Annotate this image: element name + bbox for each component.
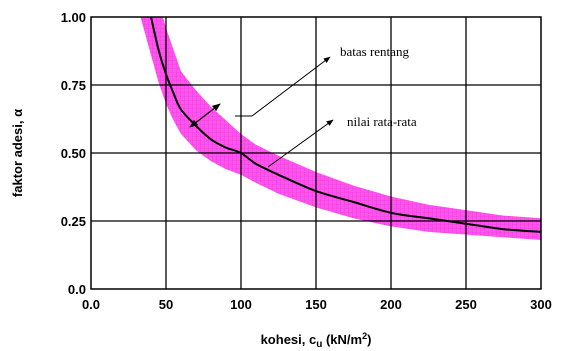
plot-area bbox=[90, 16, 542, 290]
plot-frame bbox=[90, 16, 542, 290]
x-tick-label: 300 bbox=[530, 297, 552, 312]
x-tick-label: 100 bbox=[230, 297, 252, 312]
x-tick-label: 250 bbox=[455, 297, 477, 312]
y-tick-label: 0.75 bbox=[61, 78, 86, 93]
x-tick-label: 200 bbox=[380, 297, 402, 312]
y-tick-label: 1.00 bbox=[61, 10, 86, 25]
annotation-leader-batas-rentang bbox=[251, 56, 331, 117]
annotation-batas-rentang: batas rentang bbox=[340, 44, 409, 59]
annotation-nilai-rata-rata: nilai rata-rata bbox=[347, 114, 417, 129]
x-axis-label-unit: (kN/m bbox=[322, 332, 362, 347]
annotations: batas rentang nilai rata-rata bbox=[189, 44, 417, 168]
x-tick-label: 150 bbox=[305, 297, 327, 312]
y-axis-label: faktor adesi, α bbox=[10, 109, 25, 197]
x-axis-label: kohesi, cu (kN/m2) bbox=[261, 331, 372, 350]
x-tick-label: 0.0 bbox=[82, 297, 100, 312]
y-tick-label: 0.50 bbox=[61, 146, 86, 161]
y-tick-label: 0.0 bbox=[68, 282, 86, 297]
x-axis-label-superscript: 2 bbox=[362, 331, 367, 341]
range-band bbox=[140, 17, 541, 240]
x-axis-label-close: ) bbox=[367, 332, 371, 347]
x-axis-ticks: 0.0 50 100 150 200 250 300 bbox=[82, 297, 552, 312]
y-tick-label: 0.25 bbox=[61, 214, 86, 229]
annotation-leader-nilai-rata-rata bbox=[267, 119, 334, 168]
x-axis-label-subscript: u bbox=[316, 339, 322, 350]
annotation-range-arrow bbox=[189, 103, 221, 128]
x-tick-label: 50 bbox=[159, 297, 173, 312]
mean-curve bbox=[150, 16, 542, 233]
y-axis-ticks: 0.0 0.25 0.50 0.75 1.00 bbox=[61, 10, 86, 297]
